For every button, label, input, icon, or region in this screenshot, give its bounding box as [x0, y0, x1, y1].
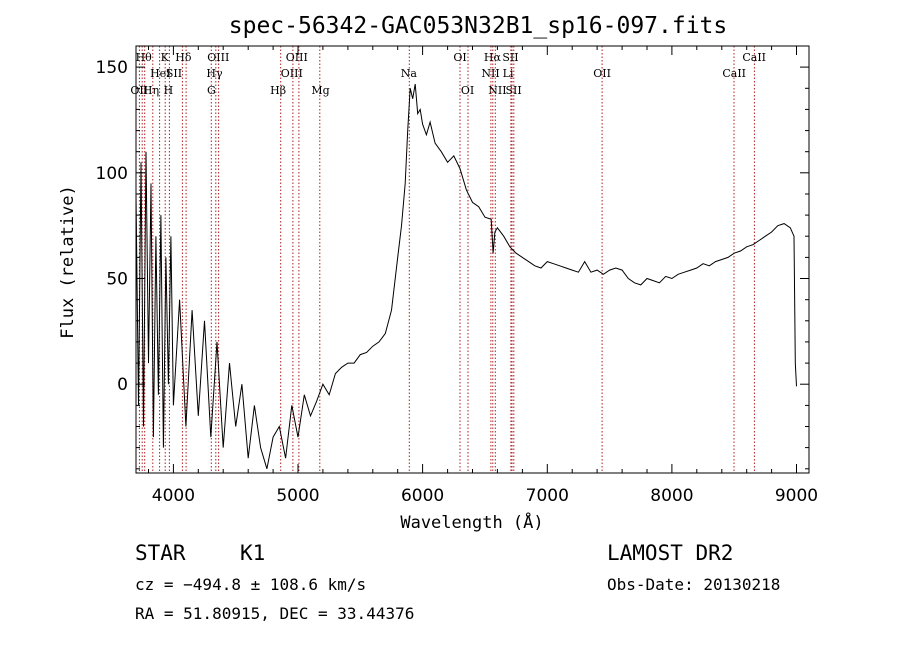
object-subclass: K1	[240, 541, 265, 565]
line-marker-label: H	[164, 84, 174, 97]
plot-frame	[135, 45, 810, 474]
y-tick-label: 100	[96, 164, 128, 184]
line-marker-label: Hβ	[270, 84, 286, 97]
x-tick-label: 8000	[650, 486, 693, 506]
y-tick-label: 0	[117, 375, 128, 395]
line-marker-label: SII	[166, 67, 182, 80]
x-tick-label: 5000	[276, 486, 319, 506]
y-tick-label: 50	[106, 270, 128, 290]
line-marker-label: CaII	[742, 51, 766, 64]
x-axis-ticks: 4000 5000 6000 7000 8000 9000	[148, 46, 818, 506]
y-tick-label: 150	[96, 58, 128, 78]
spectral-line-markers	[138, 46, 755, 473]
redshift-cz: cz = −494.8 ± 108.6 km/s	[135, 575, 366, 594]
x-tick-label: 9000	[775, 486, 818, 506]
chart-title: spec-56342-GAC053N32B1_sp16-097.fits	[229, 13, 728, 39]
line-marker-label: OI	[461, 84, 474, 97]
coordinates: RA = 51.80915, DEC = 33.44376	[135, 604, 414, 623]
line-marker-label: Mg	[311, 84, 329, 97]
y-axis-label: Flux (relative)	[58, 185, 78, 339]
line-marker-label: OI	[453, 51, 466, 64]
line-marker-label: SII	[502, 51, 518, 64]
line-marker-label: NII	[481, 67, 499, 80]
x-axis-label: Wavelength (Å)	[400, 511, 543, 533]
x-tick-label: 6000	[401, 486, 444, 506]
line-marker-label: OII	[130, 84, 148, 97]
y-axis-ticks: 0 50 100 150	[96, 45, 809, 470]
spectral-line-labels: OII Hθ Hη HeI K H SII Hδ Hγ G OIII Hβ OIII OIII Mg Na OI…	[130, 51, 766, 97]
line-marker-label: NII	[488, 84, 506, 97]
object-class: STAR	[135, 541, 186, 565]
line-marker-label: OIII	[207, 51, 229, 64]
x-tick-label: 4000	[152, 486, 195, 506]
line-marker-label: Hα	[484, 51, 502, 64]
line-marker-label: Na	[401, 67, 418, 80]
line-marker-label: Hδ	[175, 51, 192, 64]
spectrum-line	[135, 83, 797, 469]
line-marker-label: Hγ	[206, 67, 223, 80]
line-marker-label: CaII	[722, 67, 746, 80]
line-marker-label: OII	[593, 67, 611, 80]
line-marker-label: SII	[505, 84, 521, 97]
survey-label: LAMOST DR2	[607, 541, 733, 565]
line-marker-label: Hη	[143, 84, 159, 97]
line-marker-label: Hθ	[136, 51, 153, 64]
x-tick-label: 7000	[526, 486, 569, 506]
line-marker-label: K	[161, 51, 170, 64]
line-marker-label: Li	[503, 67, 514, 80]
line-marker-label: HeI	[150, 67, 170, 80]
observation-date: Obs-Date: 20130218	[607, 575, 780, 594]
line-marker-label: G	[207, 84, 216, 97]
line-marker-label: OIII	[286, 51, 308, 64]
line-marker-label: OIII	[281, 67, 303, 80]
